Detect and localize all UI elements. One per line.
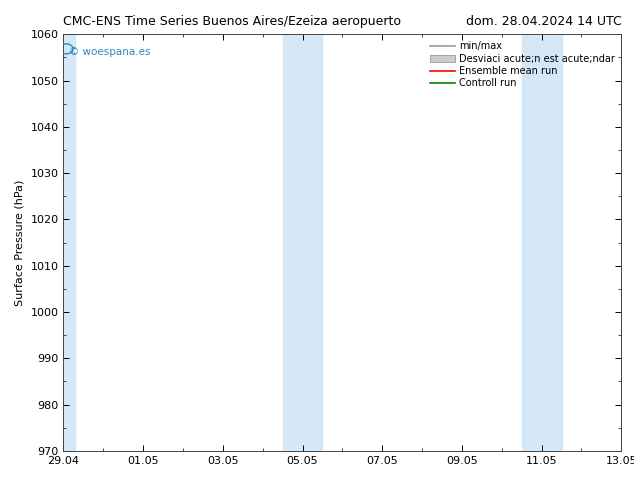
Bar	[283, 34, 302, 451]
Bar	[302, 34, 323, 451]
Text: © woespana.es: © woespana.es	[69, 47, 150, 57]
Text: dom. 28.04.2024 14 UTC: dom. 28.04.2024 14 UTC	[465, 15, 621, 28]
Bar	[541, 34, 562, 451]
Bar	[522, 34, 541, 451]
Legend: min/max, Desviaci acute;n est acute;ndar, Ensemble mean run, Controll run: min/max, Desviaci acute;n est acute;ndar…	[429, 39, 616, 90]
Bar	[51, 34, 75, 451]
Text: CMC-ENS Time Series Buenos Aires/Ezeiza aeropuerto: CMC-ENS Time Series Buenos Aires/Ezeiza …	[63, 15, 401, 28]
Y-axis label: Surface Pressure (hPa): Surface Pressure (hPa)	[15, 179, 25, 306]
